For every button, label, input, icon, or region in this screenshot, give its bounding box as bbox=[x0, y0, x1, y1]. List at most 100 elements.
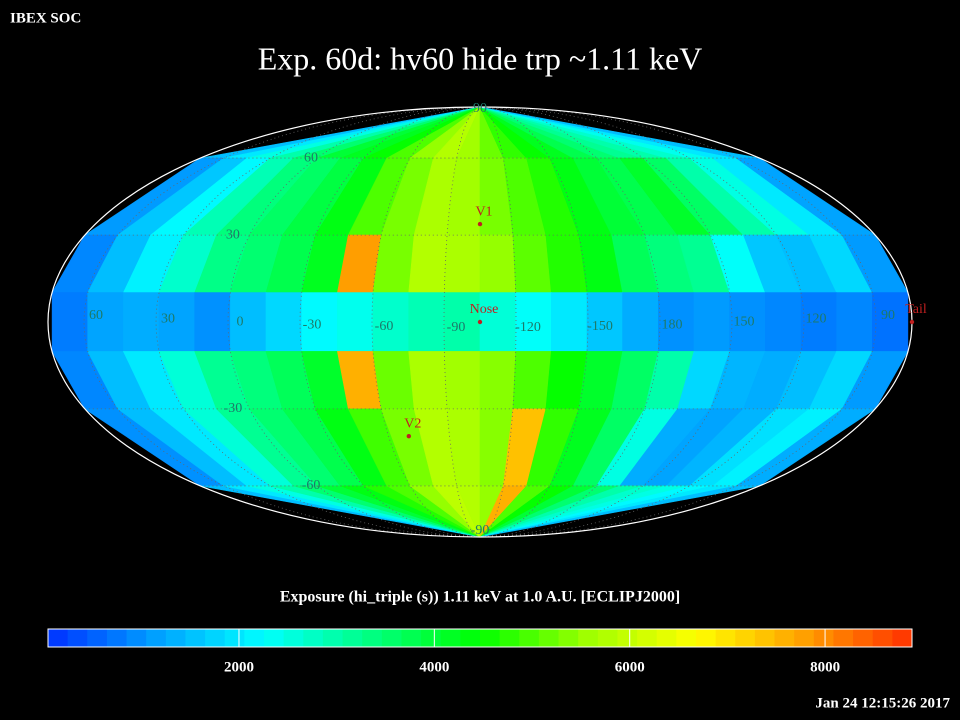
colorbar-step bbox=[754, 629, 776, 647]
colorbar-step bbox=[146, 629, 167, 647]
longitude-label: 150 bbox=[734, 315, 755, 330]
colorbar-step bbox=[460, 629, 481, 647]
colorbar-step bbox=[264, 629, 285, 647]
colorbar-step bbox=[401, 629, 422, 647]
longitude-label: -150 bbox=[587, 319, 613, 334]
meridian-grid-line bbox=[479, 106, 589, 538]
map-cell bbox=[51, 292, 88, 352]
colorbar-step bbox=[578, 629, 599, 647]
marker-dot bbox=[477, 319, 483, 325]
colorbar-step bbox=[244, 629, 265, 647]
colorbar-frame bbox=[47, 628, 913, 648]
latitude-label: 60 bbox=[304, 150, 318, 165]
colorbar-step bbox=[853, 629, 874, 647]
map-cell bbox=[408, 351, 448, 410]
colorbar-step bbox=[381, 629, 402, 647]
colorbar-tick-label: 6000 bbox=[615, 659, 645, 675]
colorbar-step bbox=[617, 629, 638, 647]
marker-dot bbox=[477, 221, 483, 227]
map-cell bbox=[123, 292, 160, 352]
colorbar-step bbox=[499, 629, 520, 647]
marker-label: Nose bbox=[470, 302, 499, 317]
colorbar-step bbox=[519, 629, 540, 647]
colorbar-step bbox=[558, 629, 579, 647]
longitude-label: 30 bbox=[161, 312, 175, 327]
colorbar-step bbox=[597, 629, 618, 647]
longitude-label: 180 bbox=[662, 317, 683, 332]
marker-label: Tail bbox=[905, 302, 927, 317]
map-cell bbox=[693, 292, 730, 352]
colorbar-step bbox=[126, 629, 147, 647]
map-cell bbox=[194, 292, 231, 352]
map-cell bbox=[512, 351, 552, 410]
latitude-label: -90 bbox=[471, 523, 490, 538]
colorbar-step bbox=[676, 629, 697, 647]
colorbar-tick-label: 4000 bbox=[419, 659, 449, 675]
map-cell bbox=[512, 234, 552, 293]
map-cell bbox=[443, 234, 481, 293]
longitude-label: -30 bbox=[303, 317, 322, 332]
longitude-label: -60 bbox=[375, 319, 394, 334]
colorbar-step bbox=[421, 629, 442, 647]
longitude-label: 60 bbox=[89, 308, 103, 323]
map-cell bbox=[550, 292, 588, 352]
colorbar-label: Exposure (hi_triple (s)) 1.11 keV at 1.0… bbox=[280, 589, 680, 606]
map-cell bbox=[836, 292, 873, 352]
map-cell bbox=[408, 234, 448, 293]
map-cell bbox=[265, 292, 303, 352]
colorbar-step bbox=[283, 629, 304, 647]
colorbar-step bbox=[538, 629, 560, 647]
map-cell bbox=[408, 292, 445, 352]
colorbar-step bbox=[833, 629, 854, 647]
colorbar-step bbox=[872, 629, 893, 647]
map-cell bbox=[443, 351, 481, 410]
meridian-grid-line bbox=[479, 106, 733, 538]
colorbar-step bbox=[303, 629, 324, 647]
marker-label: V2 bbox=[404, 416, 421, 431]
marker-label: V1 bbox=[475, 204, 492, 219]
colorbar-step bbox=[774, 629, 795, 647]
colorbar-step bbox=[480, 629, 501, 647]
map-cell bbox=[337, 292, 374, 352]
colorbar-step bbox=[185, 629, 206, 647]
longitude-label: 0 bbox=[237, 315, 244, 330]
latitude-label: 30 bbox=[226, 227, 240, 242]
colorbar-step bbox=[322, 629, 344, 647]
timestamp: Jan 24 12:15:26 2017 bbox=[815, 695, 950, 711]
meridian-grid-line bbox=[371, 106, 481, 538]
colorbar-step bbox=[637, 629, 658, 647]
map: 60 30 0 -30 -60 -90 -120 -150 180 150 120 90 90 60 30 -… bbox=[47, 101, 927, 538]
colorbar-step bbox=[794, 629, 815, 647]
header: IBEX SOC bbox=[10, 10, 81, 26]
map-cell bbox=[479, 351, 517, 410]
longitude-label: -90 bbox=[447, 320, 466, 335]
colorbar-step bbox=[696, 629, 717, 647]
colorbar-step bbox=[735, 629, 756, 647]
colorbar-tick-label: 8000 bbox=[810, 659, 840, 675]
colorbar-step bbox=[656, 629, 677, 647]
colorbar-step bbox=[165, 629, 186, 647]
colorbar-step bbox=[48, 629, 69, 647]
map-cell bbox=[622, 292, 659, 352]
colorbar-step bbox=[87, 629, 108, 647]
colorbar-step bbox=[106, 629, 128, 647]
latitude-label: 90 bbox=[473, 101, 487, 116]
colorbar-step bbox=[342, 629, 363, 647]
longitude-label: -120 bbox=[515, 320, 541, 335]
colorbar: 2000 4000 6000 8000 bbox=[47, 628, 913, 675]
colorbar-step bbox=[362, 629, 383, 647]
latitude-label: -60 bbox=[302, 478, 321, 493]
latitude-label: -30 bbox=[224, 401, 243, 416]
colorbar-step bbox=[440, 629, 461, 647]
map-cell bbox=[479, 234, 517, 293]
longitude-label: 90 bbox=[881, 308, 895, 323]
longitude-label: 120 bbox=[806, 312, 827, 327]
colorbar-step bbox=[224, 629, 245, 647]
colorbar-step bbox=[715, 629, 736, 647]
map-cell bbox=[764, 292, 802, 352]
colorbar-step bbox=[813, 629, 834, 647]
marker-dot bbox=[406, 433, 412, 439]
colorbar-step bbox=[67, 629, 88, 647]
marker-dot bbox=[909, 319, 915, 325]
